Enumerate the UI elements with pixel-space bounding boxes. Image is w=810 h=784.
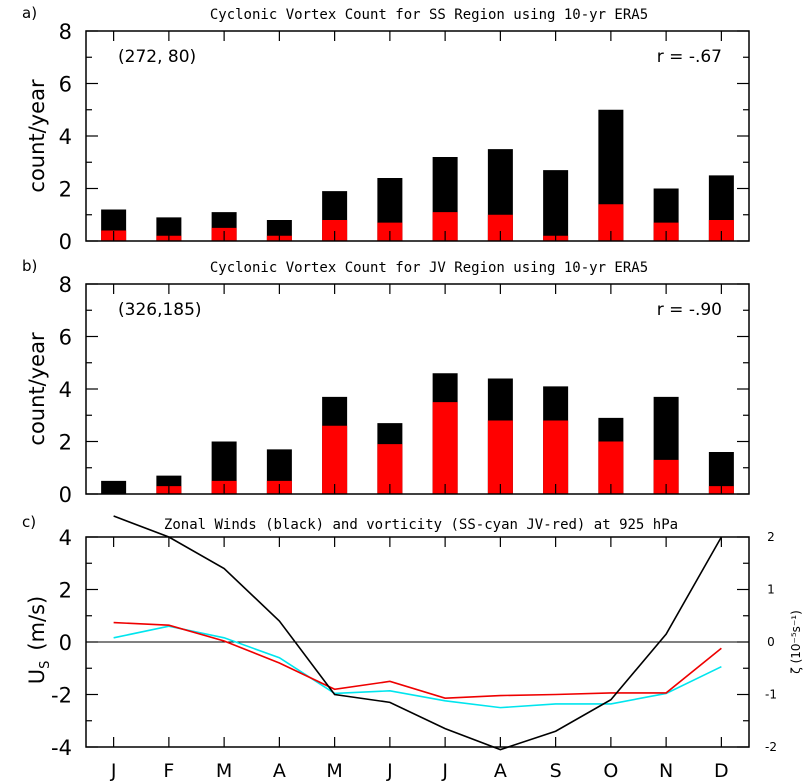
panel-a-annotation-sample: (272, 80) (118, 47, 196, 67)
bar-subset-A (487, 420, 513, 494)
x-tick-label: M (216, 760, 232, 782)
x-tick-label: A (494, 760, 507, 782)
panel-c-label: c) (22, 513, 36, 531)
panel-a-bars (101, 109, 734, 241)
panel-c-ylabel: US (m/s) (25, 596, 53, 685)
panel-b-title: Cyclonic Vortex Count for JV Region usin… (210, 260, 648, 276)
line-ss-vorticity (113, 625, 722, 709)
y-tick-label: -4 (51, 736, 72, 760)
y-tick-label: -2 (51, 684, 72, 708)
x-tick-label: M (326, 760, 342, 782)
panel-a-ylabel: count/year (25, 79, 49, 193)
x-tick-label: D (714, 760, 729, 782)
y2-tick-label: 1 (767, 583, 775, 597)
y-tick-label: 6 (59, 73, 72, 97)
bar-subset-M (322, 425, 348, 494)
x-tick-label: S (550, 760, 562, 782)
y2-tick-label: 0 (767, 635, 775, 649)
bar-total-F (156, 217, 182, 241)
panel-b-annotation-correlation: r = -.90 (657, 300, 722, 320)
panel-c-zonal-winds-vorticity: c) Zonal Winds (black) and vorticity (SS… (22, 513, 803, 782)
y-tick-label: 0 (59, 631, 72, 655)
y2-tick-label: -1 (765, 688, 777, 702)
y-tick-label: 0 (59, 230, 72, 254)
y-tick-label: 4 (59, 378, 72, 402)
panel-a-frame (85, 30, 750, 242)
y-tick-label: 8 (59, 20, 72, 44)
panel-b-frame (85, 283, 750, 495)
y-tick-label: 8 (59, 273, 72, 297)
y2-tick-label: -2 (765, 740, 777, 754)
panel-a-axes: 0 2 4 6 8 (59, 20, 749, 254)
bar-subset-J (432, 402, 458, 494)
line-zonal-winds (113, 515, 723, 751)
panel-a-title: Cyclonic Vortex Count for SS Region usin… (210, 7, 648, 23)
x-tick-label: O (603, 760, 618, 782)
panel-b-bars (101, 373, 734, 494)
y-tick-label: 2 (59, 431, 72, 455)
svg-text:US(m/s): US (m/s) (25, 596, 53, 685)
y2-tick-label: 2 (767, 530, 775, 544)
panel-c-frame (85, 536, 750, 748)
panel-c-lines (113, 515, 723, 751)
x-tick-label: A (273, 760, 286, 782)
y-tick-label: 4 (59, 125, 72, 149)
panel-c-title: Zonal Winds (black) and vorticity (SS-cy… (164, 517, 678, 533)
panel-c-y2label: ζ (10⁻⁵s⁻¹) (789, 610, 803, 674)
x-tick-label: J (110, 760, 117, 782)
x-tick-label: J (386, 760, 393, 782)
y-tick-label: 2 (59, 579, 72, 603)
bar-subset-D (708, 220, 734, 241)
bar-subset-S (543, 420, 569, 494)
panel-c-axes: -4 -2 0 2 4 -2 -1 0 1 2 J F M A M J J A S O N D (51, 526, 777, 782)
y-tick-label: 4 (59, 526, 72, 550)
y-tick-label: 6 (59, 326, 72, 350)
panel-c-ylabel-units: (m/s) (25, 596, 49, 651)
x-tick-label: J (441, 760, 448, 782)
panel-a-cyclonic-vortex-ss: a) Cyclonic Vortex Count for SS Region u… (22, 4, 750, 254)
x-tick-label: F (163, 760, 174, 782)
panel-c-ylabel-subscript: S (38, 661, 53, 669)
panel-a-annotation-correlation: r = -.67 (657, 47, 722, 67)
x-tick-label: N (659, 760, 673, 782)
y-tick-label: 2 (59, 178, 72, 202)
panel-b-cyclonic-vortex-jv: b) Cyclonic Vortex Count for JV Region u… (22, 257, 750, 507)
panel-b-ylabel: count/year (25, 332, 49, 446)
bar-total-S (543, 170, 569, 241)
panel-b-annotation-sample: (326,185) (118, 300, 202, 320)
y-tick-label: 0 (59, 483, 72, 507)
bar-subset-M (322, 220, 348, 241)
line-jv-vorticity (113, 621, 722, 699)
panel-c-ylabel-main: U (25, 669, 49, 684)
panel-a-label: a) (22, 4, 37, 22)
panel-b-label: b) (22, 257, 37, 275)
